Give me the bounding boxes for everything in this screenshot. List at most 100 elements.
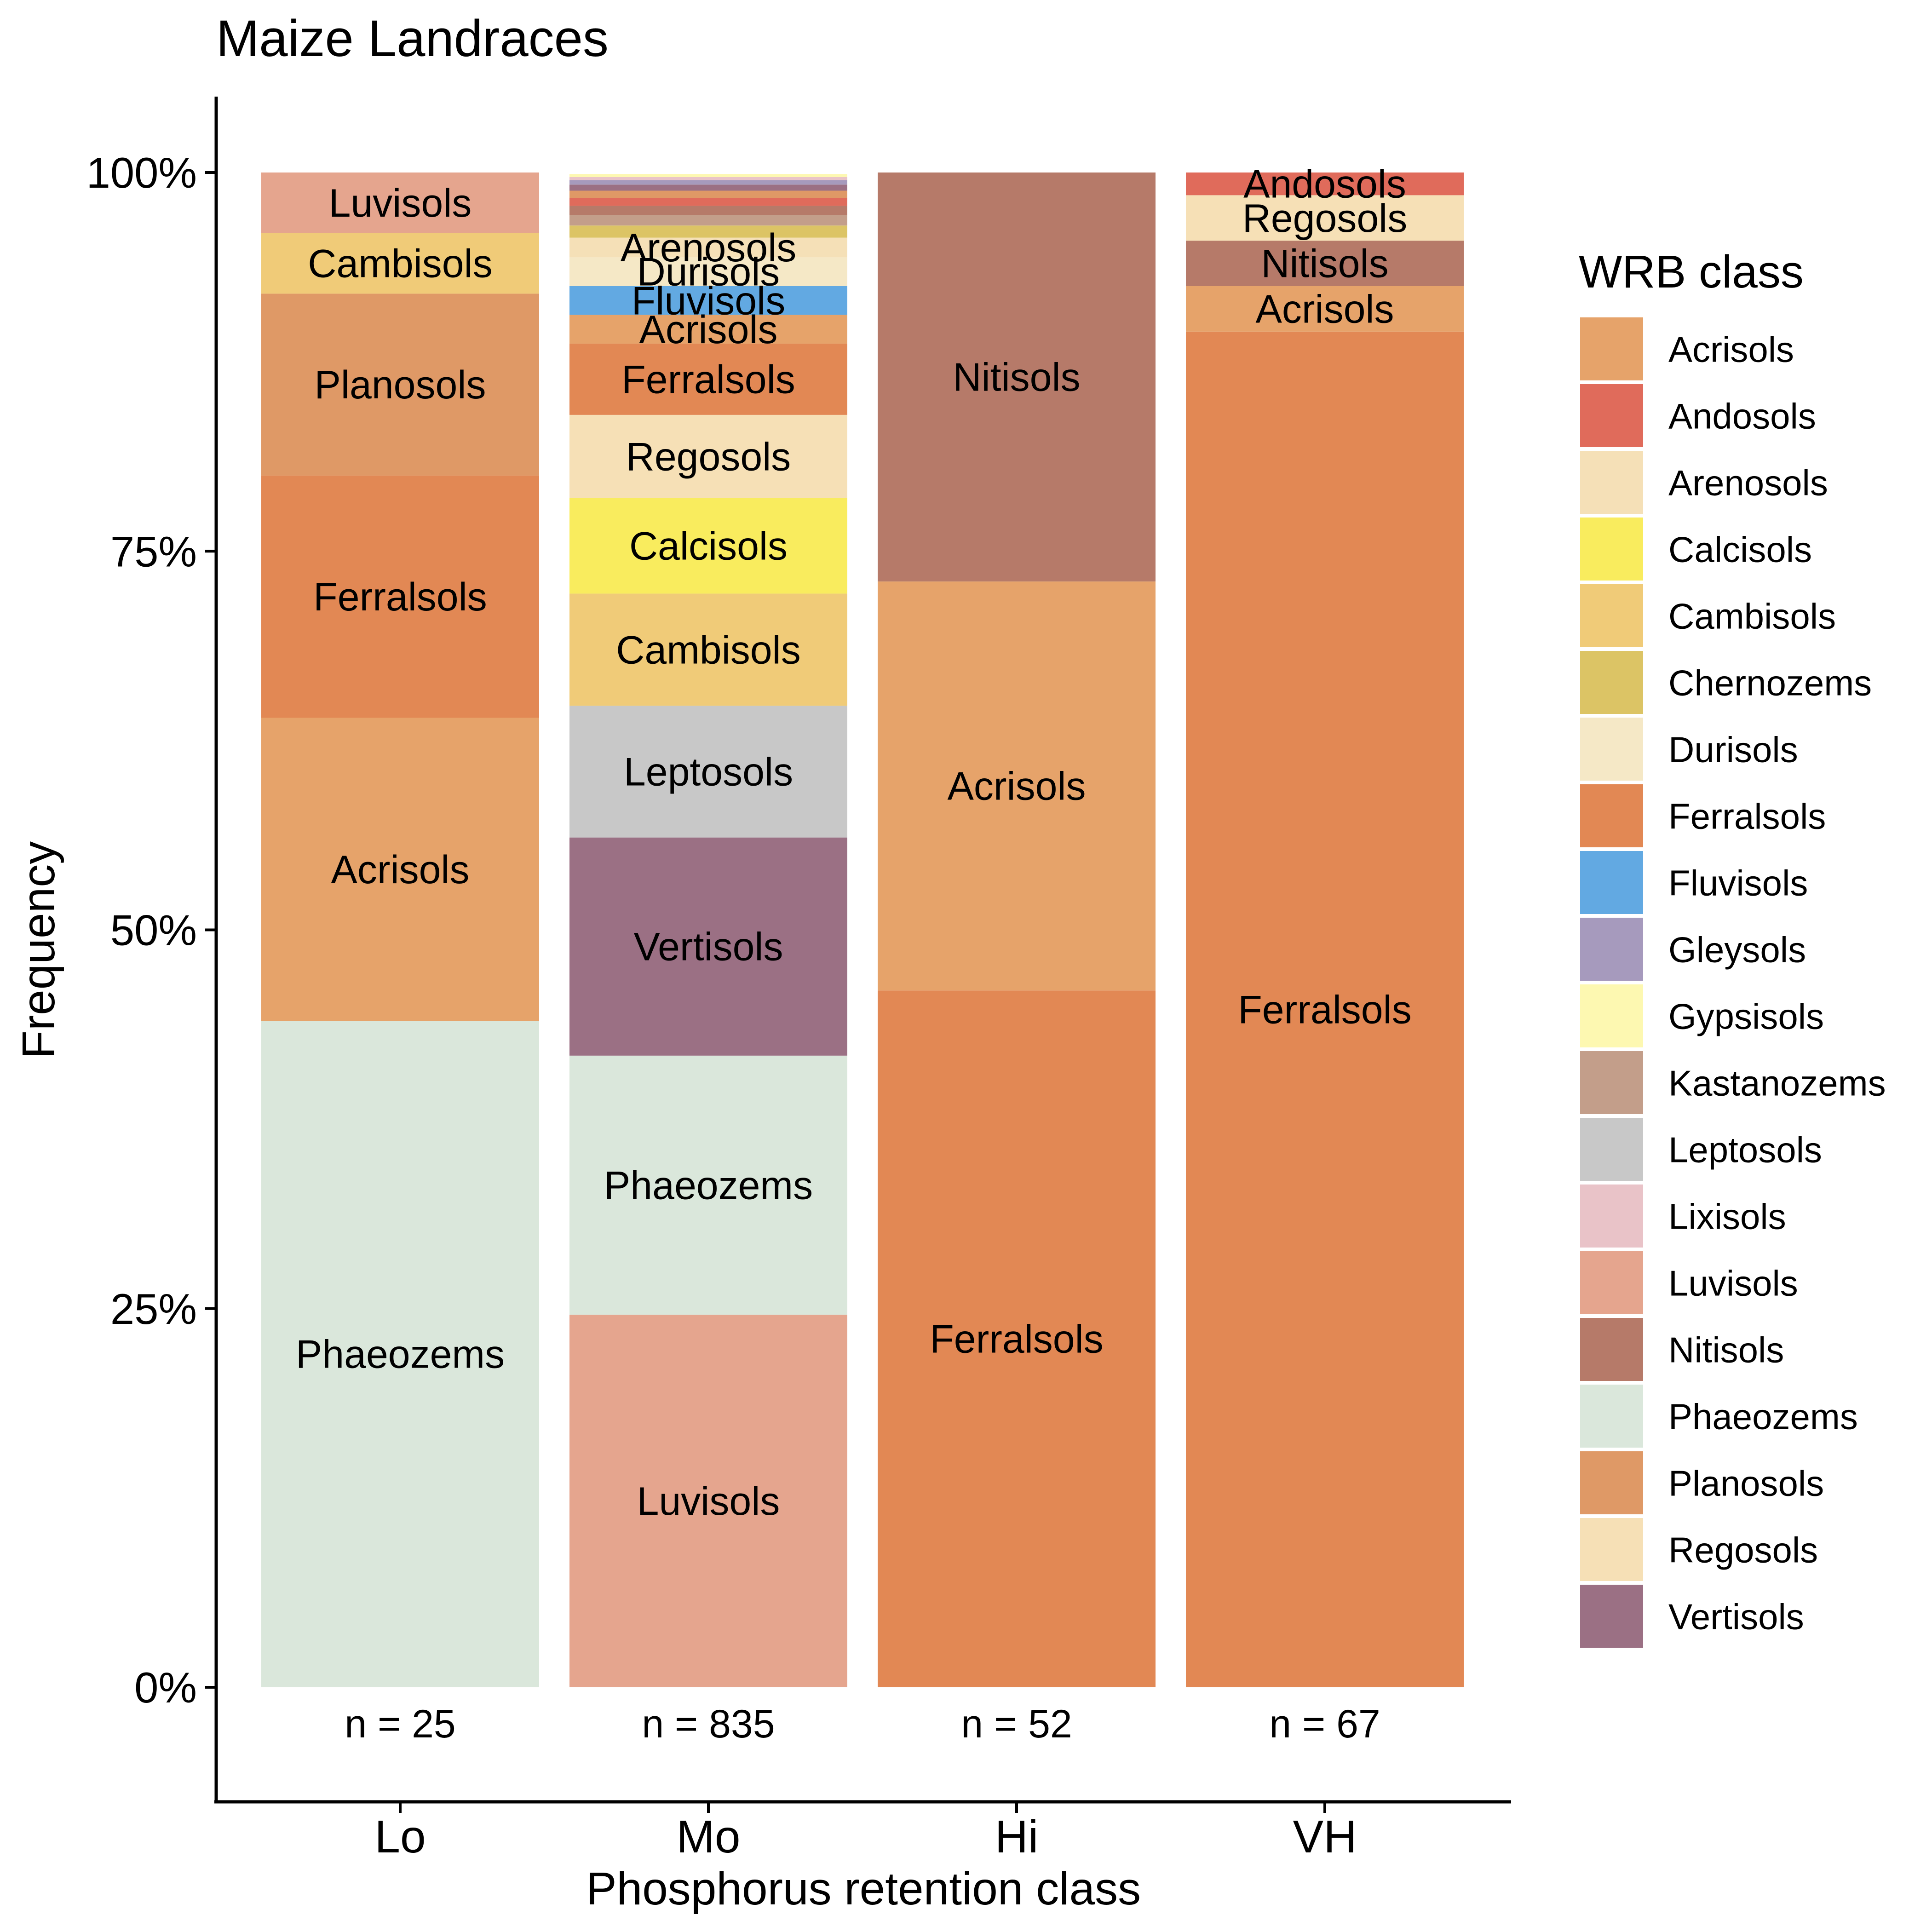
bar-segment-mo-calcisols (569, 498, 847, 594)
y-tick-label: 75% (110, 527, 197, 575)
bar-segment-mo-cambisols (569, 593, 847, 706)
bar-segment-vh-andosols (1186, 172, 1464, 196)
legend-label: Ferralsols (1668, 796, 1826, 837)
bar-segment-lo-phaeozems (261, 1021, 539, 1687)
bar-segment-vh-regosols (1186, 195, 1464, 241)
bar-segment-mo-planosols (569, 190, 847, 198)
count-label: n = 835 (642, 1702, 775, 1746)
segment-label: Arenosols (621, 226, 796, 270)
segment-label: Andosols (1243, 162, 1406, 207)
segment-label: Luvisols (637, 1479, 780, 1524)
bar-segment-lo-planosols (261, 293, 539, 476)
segment-label: Phaeozems (296, 1333, 505, 1377)
segment-label: Acrisols (1255, 287, 1394, 331)
bar-segment-hi-acrisols (878, 581, 1156, 991)
legend-key-luvisols (1580, 1251, 1643, 1314)
bar-segment-mo-nitisols (569, 206, 847, 215)
segment-label: Leptosols (624, 750, 793, 794)
segment-label: Calcisols (629, 524, 788, 569)
bar-segment-mo-vertisols (569, 837, 847, 1056)
legend-label: Planosols (1668, 1463, 1824, 1504)
legend-key-andosols (1580, 384, 1643, 447)
y-tick-label: 100% (86, 149, 197, 197)
legend-label: Durisols (1668, 730, 1798, 770)
segment-label: Acrisols (639, 308, 777, 352)
legend-label: Kastanozems (1668, 1063, 1886, 1104)
y-ticks-group: 0% 25% 50% 75% 100% (86, 149, 216, 1712)
bar-segment-vh-acrisols (1186, 286, 1464, 332)
segment-label: Regosols (626, 435, 791, 479)
bars-group (261, 172, 1464, 1687)
bar-segment-lo-luvisols (261, 172, 539, 233)
segment-label: Ferralsols (1238, 988, 1412, 1032)
legend-key-kastanozems (1580, 1051, 1643, 1114)
bar-segment-mo-acrisols (569, 315, 847, 344)
segment-label: Ferralsols (930, 1317, 1104, 1362)
bar-segment-mo-phaeozems (569, 1055, 847, 1315)
legend-label: Luvisols (1668, 1263, 1798, 1304)
legend-key-gleysols (1580, 918, 1643, 981)
segment-label: Ferralsols (621, 357, 795, 402)
legend-label: Andosols (1668, 396, 1816, 437)
x-ticks-group: Lo Mo Hi VH (374, 1802, 1357, 1863)
legend-key-acrisols (1580, 317, 1643, 380)
legend-label: Gleysols (1668, 930, 1806, 970)
y-tick-label: 0% (134, 1663, 197, 1712)
legend-label: Leptosols (1668, 1130, 1822, 1170)
legend-key-durisols (1580, 718, 1643, 781)
legend-key-chernozems (1580, 651, 1643, 714)
y-tick-label: 25% (110, 1285, 197, 1333)
x-tick-label: Hi (995, 1811, 1038, 1863)
bar-segment-hi-ferralsols (878, 990, 1156, 1687)
legend-key-nitisols (1580, 1318, 1643, 1381)
bar-segment-lo-acrisols (261, 718, 539, 1021)
segment-label: Nitisols (1261, 242, 1388, 286)
legend-label: Phaeozems (1668, 1397, 1858, 1437)
legend-key-fluvisols (1580, 851, 1643, 914)
segment-label: Acrisols (331, 848, 469, 892)
legend-key-regosols (1580, 1518, 1643, 1581)
count-label: n = 67 (1269, 1702, 1380, 1746)
legend-label: Vertisols (1668, 1597, 1804, 1637)
segment-label: Vertisols (633, 925, 783, 969)
bar-segment-lo-ferralsols (261, 475, 539, 718)
bar-segment-mo-chernozems (569, 225, 847, 238)
bar-segment-mo-durisols (569, 257, 847, 286)
bar-segment-mo-andosols (569, 198, 847, 206)
bar-segment-mo-gypsisols (569, 174, 847, 177)
legend-key-vertisols (1580, 1585, 1643, 1648)
bar-segment-mo-lixisols (569, 177, 847, 180)
x-axis-title: Phosphorus retention class (586, 1863, 1141, 1915)
bar-segment-lo-cambisols (261, 233, 539, 294)
legend-label: Cambisols (1668, 596, 1836, 637)
bar-segment-hi-nitisols (878, 172, 1156, 582)
legend-label: Arenosols (1668, 463, 1828, 503)
segment-label: Cambisols (308, 242, 492, 286)
legend-label: Acrisols (1668, 329, 1794, 370)
legend-key-ferralsols (1580, 784, 1643, 847)
count-label: n = 52 (961, 1702, 1072, 1746)
legend-key-lixisols (1580, 1184, 1643, 1248)
x-tick-label: VH (1293, 1811, 1357, 1863)
x-tick-label: Mo (677, 1811, 741, 1863)
segment-label: Nitisols (953, 356, 1080, 400)
legend-title: WRB class (1579, 246, 1804, 298)
segment-label: Cambisols (616, 628, 800, 672)
segment-label: Regosols (1242, 196, 1408, 241)
segment-label: Phaeozems (604, 1163, 813, 1208)
legend-key-leptosols (1580, 1118, 1643, 1181)
chart-title: Maize Landraces (216, 10, 609, 67)
legend-label: Lixisols (1668, 1196, 1786, 1237)
legend-label: Chernozems (1668, 663, 1872, 703)
bar-segment-mo-vertisols (569, 184, 847, 191)
bar-segment-mo-luvisols (569, 1314, 847, 1687)
legend-label: Calcisols (1668, 529, 1812, 570)
bar-segment-mo-gleysols (569, 180, 847, 185)
legend-key-cambisols (1580, 584, 1643, 647)
bar-segment-mo-regosols (569, 414, 847, 498)
bar-segment-mo-ferralsols (569, 344, 847, 415)
legend-label: Nitisols (1668, 1330, 1784, 1370)
y-axis-title: Frequency (13, 841, 64, 1058)
legend-label: Gypsisols (1668, 996, 1824, 1037)
